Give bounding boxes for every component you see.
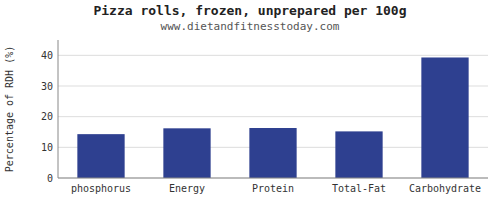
bar xyxy=(421,57,468,178)
grid-line xyxy=(58,178,488,179)
y-tick-label: 10 xyxy=(41,142,53,153)
x-tick-label: Energy xyxy=(169,183,205,194)
x-tick-label: Total-Fat xyxy=(332,183,386,194)
bar xyxy=(77,134,124,178)
title: Pizza rolls, frozen, unprepared per 100g xyxy=(93,3,406,18)
y-tick-label: 30 xyxy=(41,81,53,92)
x-axis-line xyxy=(58,178,488,179)
bar xyxy=(249,128,296,178)
grid-line xyxy=(58,55,488,56)
bar xyxy=(335,131,382,178)
bars xyxy=(77,57,468,178)
subtitle: www.dietandfitnesstoday.com xyxy=(161,20,340,33)
bar xyxy=(163,128,210,178)
y-axis-line xyxy=(58,40,59,178)
y-tick-label: 20 xyxy=(41,111,53,122)
y-tick-label: 40 xyxy=(41,50,53,61)
x-tick-label: Protein xyxy=(252,183,294,194)
y-tick-label: 0 xyxy=(47,173,53,184)
chart-container: Pizza rolls, frozen, unprepared per 100g… xyxy=(0,0,500,200)
x-axis: phosphorus Energy Protein Total-Fat Carbohyd… xyxy=(71,183,481,194)
chart-svg: Pizza rolls, frozen, unprepared per 100g… xyxy=(0,0,500,200)
x-tick-label: phosphorus xyxy=(71,183,131,194)
y-axis: 0 10 20 30 40 xyxy=(41,50,488,184)
x-tick-label: Carbohydrate xyxy=(409,183,481,194)
y-axis-label: Percentage of RDH (%) xyxy=(4,46,15,172)
